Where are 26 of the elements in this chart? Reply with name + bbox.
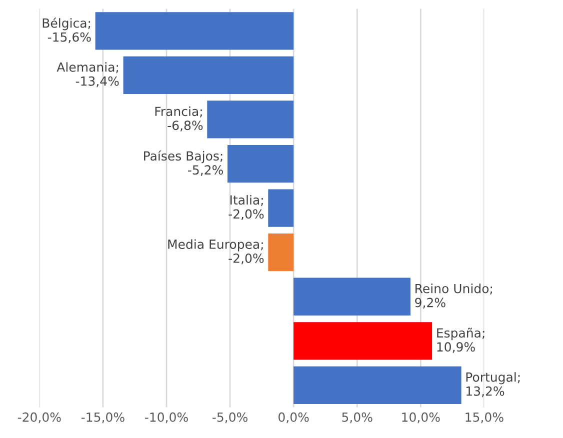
data-label: Francia; -6,8%: [155, 106, 203, 132]
data-label: Alemania; -13,4%: [56, 62, 119, 88]
x-tick-label: 5,0%: [342, 412, 372, 424]
x-tick-label: 10,0%: [402, 412, 440, 424]
data-label: Portugal; 13,2%: [466, 372, 520, 398]
bar: [294, 278, 410, 316]
data-label: Países Bajos; -5,2%: [144, 150, 223, 176]
bar: [294, 366, 462, 404]
bar: [294, 322, 432, 360]
bar: [95, 12, 294, 50]
x-tick-label: 0,0%: [278, 412, 309, 424]
data-label: Media Europea; -2,0%: [168, 239, 264, 264]
x-tick-label: -10,0%: [144, 412, 188, 424]
bar: [268, 189, 294, 227]
bar: [268, 234, 294, 272]
data-label: Bélgica; -15,6%: [42, 18, 91, 44]
x-tick-label: -15,0%: [81, 412, 124, 424]
x-tick-label: -20,0%: [18, 412, 61, 424]
bar: [123, 56, 294, 94]
x-tick-label: -5,0%: [212, 412, 248, 424]
data-label: Italia; -2,0%: [228, 195, 264, 220]
bar: [227, 144, 294, 183]
data-label: Reino Unido; 9,2%: [415, 284, 492, 309]
bar: [207, 100, 294, 138]
data-label: España; 10,9%: [437, 328, 484, 353]
x-tick-label: 15,0%: [466, 412, 504, 424]
